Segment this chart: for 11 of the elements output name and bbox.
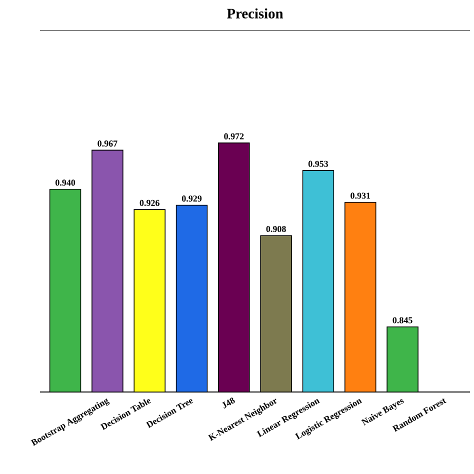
chart-title: Precision <box>226 8 284 18</box>
data-label: 0.931 <box>350 192 370 199</box>
x-tick-label: J48 <box>222 398 235 409</box>
data-label: 0.908 <box>266 226 286 232</box>
data-label: 0.972 <box>224 133 244 140</box>
data-label: 0.940 <box>56 180 76 186</box>
data-label: 0.926 <box>140 200 160 206</box>
data-label: 0.967 <box>98 140 118 147</box>
data-label: 0.845 <box>392 317 412 324</box>
data-label: 0.953 <box>308 160 328 167</box>
data-label: 0.929 <box>182 196 202 202</box>
